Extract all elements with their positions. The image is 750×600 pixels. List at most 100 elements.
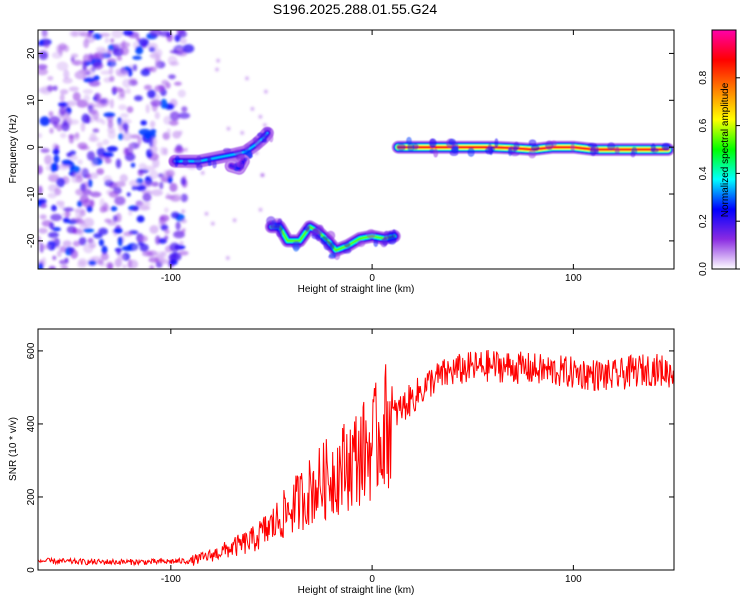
noise-blob [96,168,105,175]
noise-blob [139,235,148,243]
noise-blob [119,174,128,183]
track-speckle [650,147,659,153]
figure-title: S196.2025.288.01.55.G24 [273,1,437,17]
colorbar-tick-label: 0.2 [698,214,709,228]
noise-blob [164,228,170,235]
colorbar-tick-label: 0.6 [698,118,709,132]
noise-blob [181,106,188,113]
noise-blob [180,38,187,45]
noise-blob [56,177,65,188]
track-speckle [261,133,267,143]
track-speckle [222,147,232,153]
x-tick-label: 0 [369,273,375,284]
noise-blob [154,85,166,93]
noise-blob [150,128,157,134]
track-speckle [356,239,366,248]
noise-blob [140,68,151,77]
noise-blob [139,201,151,207]
track-speckle [467,147,475,157]
noise-blob [101,120,106,125]
track-speckle [373,239,379,247]
x-tick-label: -100 [161,273,181,284]
track-speckle [433,148,439,158]
track-speckle [570,143,575,152]
noise-blob [128,179,141,187]
noise-blob [66,152,72,157]
noise-blob [149,120,156,128]
noise-blob [38,87,48,94]
noise-blob [38,132,43,139]
noise-blob [135,46,144,55]
noise-blob [43,39,50,49]
noise-blob [104,37,110,44]
noise-blob [177,30,187,38]
noise-blob [200,170,205,175]
noise-blob [137,169,144,177]
noise-blob [177,89,186,98]
noise-blob [62,240,72,248]
noise-blob [68,135,74,144]
track-speckle [589,146,597,157]
track-speckle [343,242,351,248]
noise-blob [122,78,132,88]
noise-blob [59,93,65,102]
noise-blob [48,172,60,182]
noise-blob [103,175,113,184]
noise-blob [175,221,181,231]
noise-blob [50,213,63,222]
noise-blob [121,245,134,252]
noise-blob [106,262,114,269]
track-speckle [207,161,212,167]
noise-blob [180,229,185,234]
noise-blob [38,165,43,175]
track-speckle [182,159,190,165]
noise-blob [169,242,180,252]
noise-blob [68,247,75,253]
noise-blob [59,106,67,116]
noise-blob [215,67,219,72]
noise-blob [139,205,151,211]
noise-blob [79,167,90,176]
noise-blob [122,132,132,141]
snr-y-label: SNR (10 * v/v) [8,417,19,481]
y-tick-label: -20 [26,233,37,248]
noise-blob [149,265,155,269]
track-speckle [512,146,518,152]
spectrogram-y-label: Frequency (Hz) [8,115,19,184]
colorbar-label: Normalized spectral amplitude [720,82,731,217]
y-tick-label: 20 [26,47,37,59]
noise-blob [76,99,89,108]
noise-blob [169,61,180,66]
noise-blob [94,92,102,101]
noise-blob [166,192,171,200]
noise-blob [83,217,95,228]
snr-x-ticks: -100 0 100 [161,329,582,585]
noise-blob [48,231,59,239]
track-speckle [606,142,616,151]
noise-blob [98,227,108,235]
track-speckle [380,238,388,248]
noise-blob [109,75,115,82]
noise-blob [88,172,99,179]
noise-blob [70,53,79,59]
noise-blob [250,106,255,111]
noise-blob [78,68,91,74]
x-tick-label: 100 [565,273,582,284]
noise-blob [118,104,127,111]
snr-x-label: Height of straight line (km) [298,585,415,596]
track-speckle [268,133,274,143]
y-tick-label: 10 [26,94,37,106]
noise-blob [61,159,73,166]
noise-blob [145,104,150,114]
noise-blob [127,259,139,269]
noise-blob [138,38,150,47]
track-speckle [273,218,282,223]
noise-blob [124,66,130,71]
noise-blob [128,210,133,216]
noise-blob [126,192,131,197]
noise-blob [150,189,163,197]
noise-blob [82,60,87,71]
noise-blob [182,44,195,54]
noise-blob [79,194,89,204]
